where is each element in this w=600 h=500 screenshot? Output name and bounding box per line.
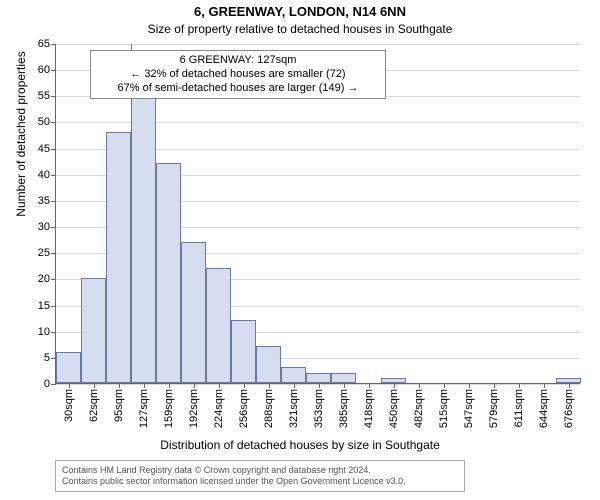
chart-title: 6, GREENWAY, LONDON, N14 6NN	[0, 4, 600, 19]
x-tick-label: 644sqm	[538, 389, 550, 428]
x-tick-label: 353sqm	[313, 389, 325, 428]
y-tick	[51, 384, 56, 385]
x-tick-label: 418sqm	[363, 389, 375, 428]
x-tick	[444, 383, 445, 388]
x-tick	[219, 383, 220, 388]
y-tick	[51, 44, 56, 45]
x-tick	[294, 383, 295, 388]
annotation-line-2: ← 32% of detached houses are smaller (72…	[99, 68, 377, 82]
y-tick-label: 50	[38, 116, 50, 128]
bar	[181, 242, 206, 383]
chart-subtitle: Size of property relative to detached ho…	[0, 22, 600, 36]
x-tick-label: 321sqm	[288, 389, 300, 428]
x-tick	[419, 383, 420, 388]
x-tick-label: 547sqm	[463, 389, 475, 428]
y-tick-label: 15	[38, 300, 50, 312]
y-tick	[51, 253, 56, 254]
x-tick-label: 676sqm	[563, 389, 575, 428]
bar	[206, 268, 231, 383]
y-tick	[51, 175, 56, 176]
x-axis-label: Distribution of detached houses by size …	[0, 438, 600, 452]
chart-container: 6, GREENWAY, LONDON, N14 6NN Size of pro…	[0, 0, 600, 500]
y-tick-label: 35	[38, 195, 50, 207]
y-tick	[51, 96, 56, 97]
annotation-box: 6 GREENWAY: 127sqm ← 32% of detached hou…	[90, 50, 386, 99]
x-tick	[469, 383, 470, 388]
footer-line-2: Contains public sector information licen…	[62, 476, 458, 487]
x-tick	[369, 383, 370, 388]
x-tick-label: 288sqm	[263, 389, 275, 428]
x-tick	[194, 383, 195, 388]
y-tick	[51, 279, 56, 280]
bar	[106, 132, 131, 383]
bar	[81, 278, 106, 383]
bar	[156, 163, 181, 383]
x-tick-label: 256sqm	[238, 389, 250, 428]
y-tick-label: 65	[38, 38, 50, 50]
y-tick-label: 30	[38, 221, 50, 233]
x-tick-label: 127sqm	[138, 389, 150, 428]
bar	[306, 373, 331, 383]
y-tick-label: 40	[38, 169, 50, 181]
x-tick	[169, 383, 170, 388]
bar	[56, 352, 81, 383]
footer-line-1: Contains HM Land Registry data © Crown c…	[62, 465, 458, 476]
gridline	[56, 44, 580, 45]
y-tick	[51, 149, 56, 150]
x-tick	[394, 383, 395, 388]
y-tick	[51, 70, 56, 71]
y-tick	[51, 306, 56, 307]
annotation-line-3: 67% of semi-detached houses are larger (…	[99, 82, 377, 96]
x-tick	[544, 383, 545, 388]
x-tick-label: 30sqm	[63, 389, 75, 422]
x-tick-label: 611sqm	[513, 389, 525, 427]
y-tick	[51, 332, 56, 333]
x-tick-label: 515sqm	[438, 389, 450, 428]
x-tick	[244, 383, 245, 388]
x-tick-label: 95sqm	[113, 389, 125, 422]
x-tick-label: 192sqm	[188, 389, 200, 428]
bar	[281, 367, 306, 383]
bar	[131, 95, 156, 383]
y-tick-label: 25	[38, 247, 50, 259]
x-tick	[119, 383, 120, 388]
x-tick	[344, 383, 345, 388]
y-tick-label: 10	[38, 326, 50, 338]
x-tick-label: 385sqm	[338, 389, 350, 428]
bar	[256, 346, 281, 383]
x-tick	[319, 383, 320, 388]
x-tick-label: 482sqm	[413, 389, 425, 428]
y-tick-label: 45	[38, 143, 50, 155]
annotation-line-1: 6 GREENWAY: 127sqm	[99, 54, 377, 68]
x-tick	[144, 383, 145, 388]
x-tick-label: 224sqm	[213, 389, 225, 428]
y-tick	[51, 227, 56, 228]
x-tick	[569, 383, 570, 388]
x-tick	[494, 383, 495, 388]
y-tick	[51, 122, 56, 123]
y-tick-label: 0	[44, 378, 50, 390]
y-tick-label: 55	[38, 90, 50, 102]
bar	[331, 373, 356, 383]
x-tick-label: 62sqm	[88, 389, 100, 422]
y-tick-label: 5	[44, 352, 50, 364]
y-axis-label: Number of detached properties	[14, 0, 28, 304]
y-tick-label: 60	[38, 64, 50, 76]
x-tick	[94, 383, 95, 388]
footer-attribution: Contains HM Land Registry data © Crown c…	[55, 460, 465, 492]
x-tick	[69, 383, 70, 388]
y-tick	[51, 201, 56, 202]
x-tick-label: 450sqm	[388, 389, 400, 428]
x-tick-label: 159sqm	[163, 389, 175, 428]
x-tick	[519, 383, 520, 388]
x-tick-label: 579sqm	[488, 389, 500, 428]
bar	[231, 320, 256, 383]
x-tick	[269, 383, 270, 388]
y-tick-label: 20	[38, 273, 50, 285]
